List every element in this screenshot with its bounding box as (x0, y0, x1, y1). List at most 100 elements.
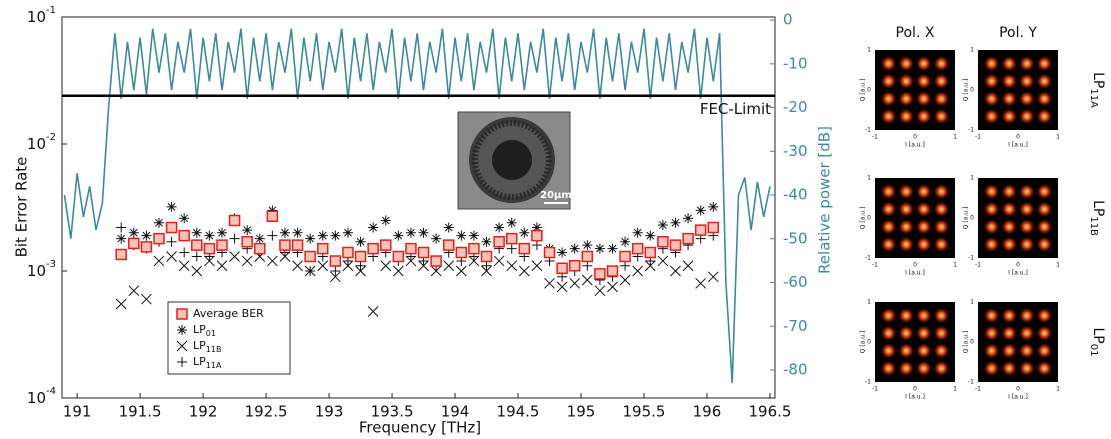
x-tick-label: 192 (189, 403, 218, 421)
legend-marker (176, 340, 188, 352)
marker-cross (267, 255, 278, 267)
marker-asterisk (657, 220, 668, 231)
constellation-point (880, 90, 897, 107)
constellation-point (1018, 55, 1035, 72)
marker-square (480, 250, 493, 263)
constellation-point (915, 236, 932, 253)
marker-asterisk (380, 215, 391, 226)
marker-cross (330, 271, 341, 283)
marker-square (442, 239, 455, 251)
constellation-point (880, 342, 897, 359)
row-label: LP01 (1088, 328, 1106, 357)
constellation-point (933, 73, 950, 90)
marker-square (228, 214, 241, 227)
y-tick-label: 10-4 (27, 386, 56, 407)
constellation-point (880, 73, 897, 90)
i-axis-label: I [a.u.] (1008, 270, 1028, 277)
marker-plus (355, 260, 366, 271)
i-tick-label: 0 (1016, 386, 1020, 393)
constellation-point (880, 325, 897, 342)
constellation-point (1001, 342, 1018, 359)
q-tick-label: -1 (968, 127, 974, 134)
marker-asterisk (191, 227, 202, 238)
constellation-point (1036, 90, 1053, 107)
constellation-point (1001, 325, 1018, 342)
constellation-point (1001, 201, 1018, 218)
marker-asterisk (645, 230, 656, 241)
marker-asterisk (418, 227, 429, 238)
i-axis-label: I [a.u.] (905, 142, 925, 149)
constellation-point (933, 218, 950, 235)
marker-asterisk (506, 217, 517, 228)
marker-cross (178, 260, 190, 272)
legend-name: LP (193, 323, 206, 336)
marker-square (291, 239, 304, 251)
y-tick-base: 10 (27, 135, 46, 153)
x-tick-label: 196 (693, 403, 722, 421)
q-axis-label: Q [a.u.] (963, 79, 970, 102)
constellation-point (1036, 236, 1053, 253)
marker-square (568, 259, 581, 272)
q-axis-label: Q [a.u.] (860, 79, 867, 102)
constellation-point (1036, 325, 1053, 342)
constellation-point (898, 108, 915, 125)
marker-plus (179, 247, 190, 258)
q-tick-label: 1 (970, 175, 974, 182)
marker-asterisk (254, 233, 265, 244)
q-tick-label: -1 (968, 255, 974, 262)
constellation-point (1036, 108, 1053, 125)
marker-asterisk (494, 222, 505, 233)
y2-tick-label: -40 (783, 186, 808, 204)
x-tick-label: 196.5 (748, 403, 791, 421)
marker-cross (682, 260, 694, 272)
q-tick-label: 0 (970, 339, 974, 346)
constellation-point (1018, 360, 1035, 377)
marker-cross (493, 255, 505, 267)
marker-asterisk (620, 236, 631, 247)
constellation-point (1001, 236, 1018, 253)
constellation-point (983, 307, 1000, 324)
marker-plus (506, 243, 517, 254)
marker-asterisk (179, 213, 190, 224)
marker-cross (518, 265, 530, 277)
constellation-point (898, 73, 915, 90)
constellation-point (1001, 55, 1018, 72)
i-tick-label: 1 (1056, 262, 1060, 269)
marker-square (153, 232, 165, 245)
x-tick-label: 191 (63, 403, 92, 421)
y2-tick-label: -30 (783, 142, 808, 160)
marker-asterisk (569, 243, 580, 254)
marker-square (594, 268, 606, 280)
i-tick-label: 0 (1016, 262, 1020, 269)
y-tick-label: 10-3 (27, 259, 56, 280)
constellation-point (915, 201, 932, 218)
q-axis-label: Q [a.u.] (963, 331, 970, 354)
constellation-point (898, 201, 915, 218)
y2-tick-label: -70 (783, 317, 808, 335)
marker-asterisk (116, 233, 127, 244)
marker-square (468, 242, 480, 255)
i-tick-label: -1 (975, 386, 981, 393)
marker-square (694, 224, 707, 236)
marker-asterisk (481, 236, 492, 247)
marker-square (644, 246, 657, 259)
constellation-point (1036, 73, 1053, 90)
row-name: LP (1090, 200, 1106, 216)
y-tick-exponent: -1 (46, 5, 56, 16)
constellation-point (1018, 201, 1035, 218)
marker-cross (569, 277, 581, 289)
q-tick-label: 0 (867, 339, 871, 346)
marker-square (379, 239, 392, 251)
constellation-point (933, 108, 950, 125)
marker-square (317, 242, 329, 255)
marker-square (254, 242, 266, 255)
x-tick-label: 194 (441, 403, 470, 421)
constellation-point (933, 307, 950, 324)
q-axis-label: Q [a.u.] (860, 331, 867, 354)
constellation-point (1001, 73, 1018, 90)
constellation-point (1018, 183, 1035, 200)
inset: 20μm (457, 111, 572, 210)
legend-subscript: 01 (206, 329, 216, 338)
row-name: LP (1090, 72, 1106, 88)
legend-marker (177, 325, 187, 335)
